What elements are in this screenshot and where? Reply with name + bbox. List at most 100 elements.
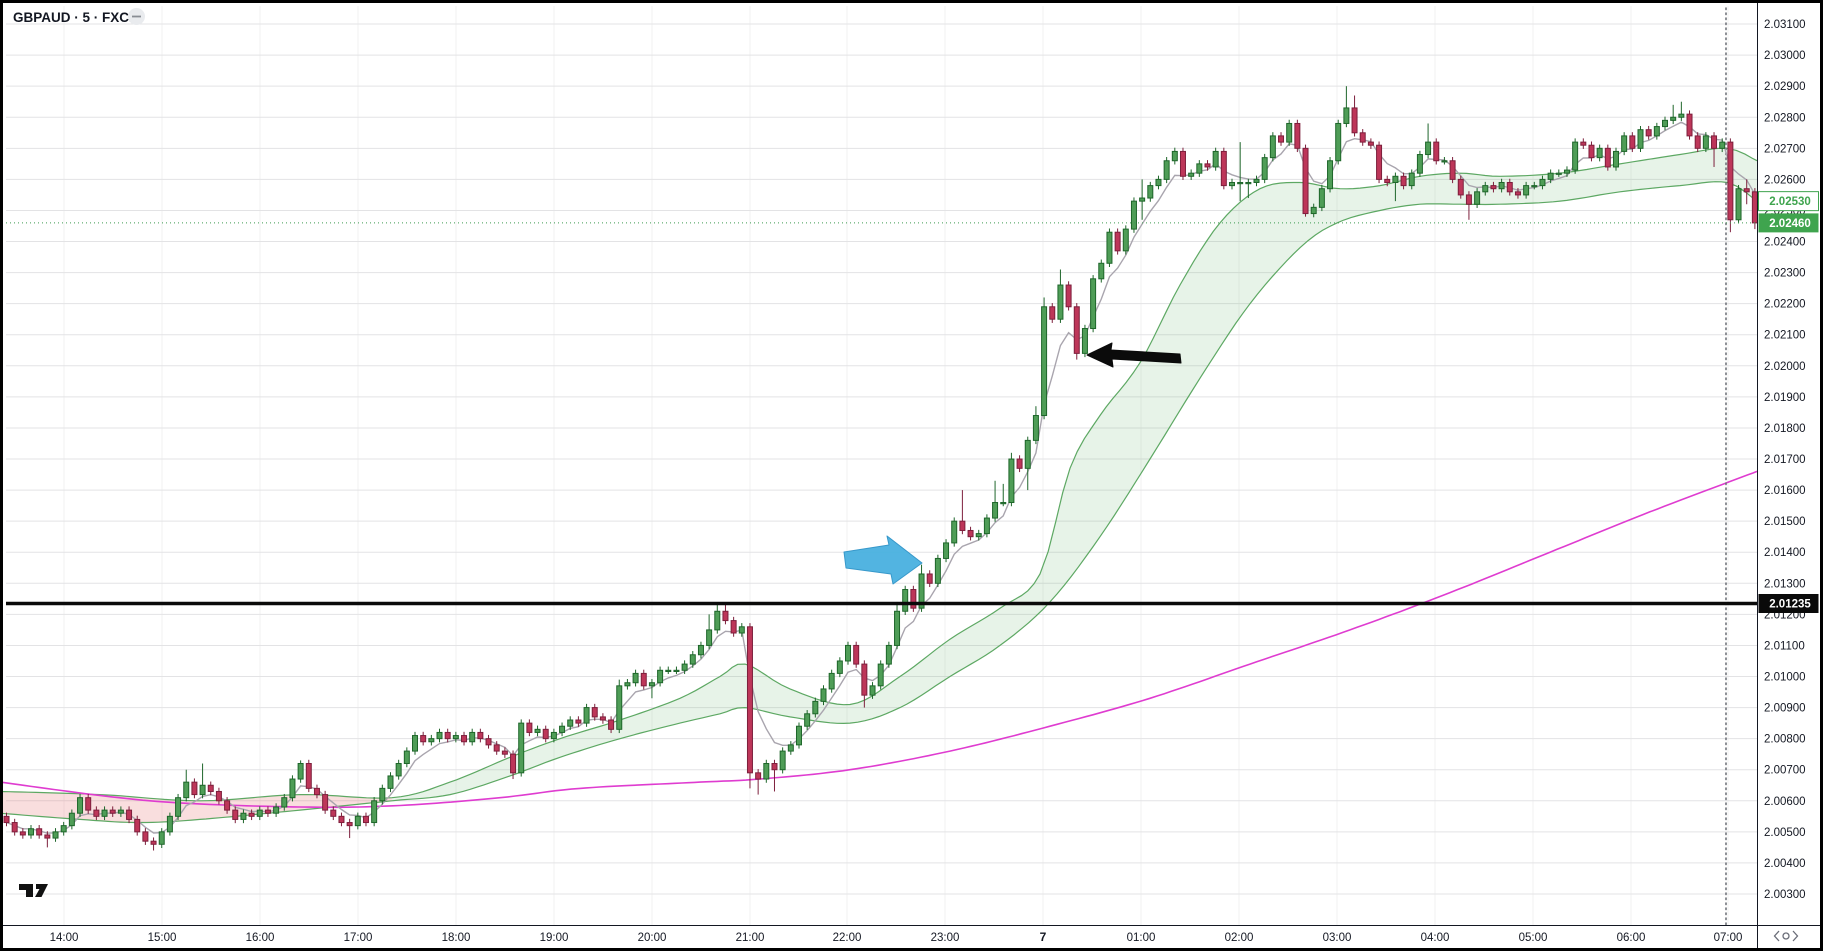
candle-up xyxy=(52,831,59,839)
candle-up xyxy=(60,825,67,833)
price-tick-label: 2.02400 xyxy=(1764,237,1806,249)
candle-up xyxy=(403,750,410,765)
candle-down xyxy=(1278,135,1285,143)
time-tick-label: 07:00 xyxy=(1714,932,1743,944)
price-tick-label: 2.00500 xyxy=(1764,827,1806,839)
slow-ma-line xyxy=(0,470,1758,809)
candle-down xyxy=(510,753,517,774)
price-tick-label: 2.02600 xyxy=(1764,174,1806,186)
price-tick-label: 2.03000 xyxy=(1764,50,1806,62)
candle-down xyxy=(1359,132,1366,143)
candle-up xyxy=(812,700,819,715)
blue-arrow-annotation[interactable] xyxy=(843,535,923,585)
symbol-title[interactable]: GBPAUD · 5 · FXCM xyxy=(13,10,140,25)
price-tick-label: 2.02300 xyxy=(1764,268,1806,280)
time-tick-label: 18:00 xyxy=(442,932,471,944)
candle-up xyxy=(616,685,623,730)
time-tick-label: 02:00 xyxy=(1225,932,1254,944)
candle-down xyxy=(248,812,255,817)
price-tick-label: 2.01000 xyxy=(1764,672,1806,684)
candle-up xyxy=(1653,126,1660,137)
candle-up xyxy=(1523,185,1530,196)
candle-up xyxy=(869,685,876,696)
price-axis-panel[interactable] xyxy=(1758,3,1820,948)
candle-up xyxy=(412,735,418,752)
time-tick-label: 01:00 xyxy=(1127,932,1156,944)
candle-up xyxy=(1563,169,1570,174)
candle-up xyxy=(665,669,672,672)
tradingview-logo[interactable] xyxy=(19,884,48,897)
candle-up xyxy=(183,781,190,799)
collapse-indicator-button[interactable] xyxy=(128,8,145,25)
candle-down xyxy=(1604,147,1611,168)
candle-down xyxy=(338,815,345,824)
candle-down xyxy=(1302,147,1309,215)
candle-down xyxy=(861,663,868,696)
price-tick-label: 2.03100 xyxy=(1764,19,1806,31)
candle-down xyxy=(1727,141,1734,221)
candle-up xyxy=(1621,135,1628,152)
candle-down xyxy=(1400,175,1407,187)
candle-up xyxy=(918,573,925,609)
price-tick-label: 2.01700 xyxy=(1764,454,1806,466)
candle-down xyxy=(1449,160,1456,180)
candle-up xyxy=(1572,141,1579,171)
candle-up xyxy=(1735,188,1742,221)
candle-down xyxy=(1073,306,1080,354)
time-axis-panel[interactable] xyxy=(3,926,1820,948)
candle-down xyxy=(1294,122,1301,149)
price-tick-label: 2.01800 xyxy=(1764,423,1806,435)
candle-up xyxy=(1408,172,1415,187)
candle-up xyxy=(1000,502,1007,505)
candle-up xyxy=(354,815,361,827)
price-tick-label: 2.00300 xyxy=(1764,889,1806,901)
day-separator-label: 7 xyxy=(1040,930,1047,944)
candle-up xyxy=(1555,172,1562,175)
candle-down xyxy=(313,787,320,796)
candle-up xyxy=(1539,178,1546,187)
candle-up xyxy=(845,644,852,662)
candle-up xyxy=(820,688,827,702)
candle-up xyxy=(1008,458,1015,504)
candle-down xyxy=(215,790,222,802)
candle-up xyxy=(1441,160,1448,163)
candle-down xyxy=(1629,135,1636,149)
band-value-tag-label: 2.02530 xyxy=(1769,196,1811,208)
price-tick-label: 2.02000 xyxy=(1764,361,1806,373)
scale-settings-icon[interactable] xyxy=(1773,930,1799,942)
last-price-tag xyxy=(1758,213,1819,233)
time-tick-label: 20:00 xyxy=(638,932,667,944)
candle-down xyxy=(1016,458,1023,469)
candle-up xyxy=(68,812,75,827)
time-tick-label: 17:00 xyxy=(344,932,373,944)
candle-up xyxy=(673,669,680,672)
candle-up xyxy=(1318,188,1325,208)
candle-down xyxy=(526,722,533,733)
candle-up xyxy=(28,828,35,836)
price-tick-label: 2.00900 xyxy=(1764,703,1806,715)
candle-down xyxy=(19,831,26,836)
candle-up xyxy=(1310,206,1317,215)
black-arrow-annotation[interactable] xyxy=(1086,342,1182,368)
candle-up xyxy=(885,644,892,665)
drawn-line-tag-label: 2.01235 xyxy=(1769,598,1811,610)
candle-up xyxy=(1719,141,1726,149)
candle-down xyxy=(126,809,133,820)
candle-down xyxy=(3,815,10,824)
candle-up xyxy=(1702,135,1709,149)
candle-up xyxy=(1147,185,1154,199)
candle-down xyxy=(575,719,582,724)
candle-up xyxy=(1163,160,1170,180)
candle-up xyxy=(77,797,84,814)
candle-down xyxy=(967,529,974,538)
candle-up xyxy=(1612,150,1619,168)
candle-up xyxy=(1416,154,1423,174)
candle-up xyxy=(395,763,402,777)
candle-down xyxy=(1506,181,1513,193)
candle-up xyxy=(101,809,108,817)
candle-up xyxy=(289,778,296,799)
candle-up xyxy=(975,533,982,538)
price-tick-label: 2.01100 xyxy=(1764,640,1805,652)
